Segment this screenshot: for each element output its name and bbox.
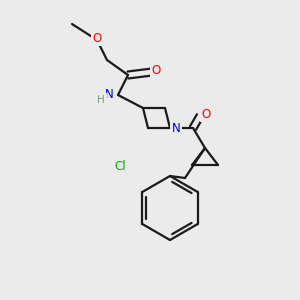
Text: O: O xyxy=(201,107,211,121)
Text: N: N xyxy=(105,88,113,101)
Text: Cl: Cl xyxy=(114,160,126,173)
Text: H: H xyxy=(97,95,105,105)
Text: O: O xyxy=(152,64,160,76)
Text: O: O xyxy=(92,32,102,44)
Text: N: N xyxy=(172,122,180,134)
